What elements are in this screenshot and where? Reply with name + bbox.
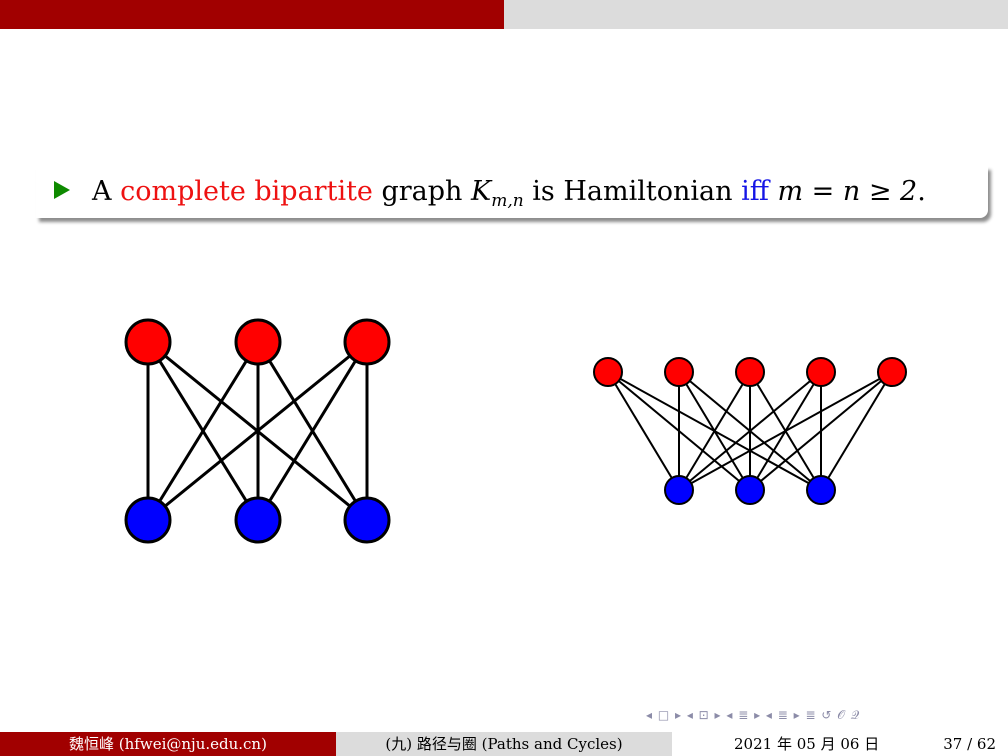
blue-vertex [345,498,389,542]
red-vertex [736,358,764,386]
edge [821,372,892,490]
red-vertex [878,358,906,386]
blue-vertex [236,498,280,542]
beamer-navigation[interactable]: ◂ □ ▸ ◂ ⊡ ▸ ◂ ≣ ▸ ◂ ≣ ▸ ≣ ↺ 𝒪 𝒬 [646,708,860,723]
graph-K_3,3 [126,320,389,542]
footer: 魏恒峰 (hfwei@nju.edu.cn) (九) 路径与圈 (Paths a… [0,732,1008,756]
navigation-symbols[interactable]: ◂ □ ▸ ◂ ⊡ ▸ ◂ ≣ ▸ ◂ ≣ ▸ ≣ ↺ 𝒪 𝒬 [646,708,860,722]
red-vertex [665,358,693,386]
blue-vertex [126,498,170,542]
footer-right: 2021 年 05 月 06 日 37 / 62 [672,732,1008,756]
edge [679,372,892,490]
footer-title: (九) 路径与圈 (Paths and Cycles) [336,732,672,756]
footer-page-number: 37 / 62 [943,732,996,756]
footer-author: 魏恒峰 (hfwei@nju.edu.cn) [0,732,336,756]
blue-vertex [807,476,835,504]
blue-vertex [665,476,693,504]
footer-date: 2021 年 05 月 06 日 [734,732,879,756]
red-vertex [345,320,389,364]
graph-K_5,3 [594,358,906,504]
red-vertex [807,358,835,386]
edge [608,372,679,490]
red-vertex [236,320,280,364]
blue-vertex [736,476,764,504]
red-vertex [594,358,622,386]
red-vertex [126,320,170,364]
